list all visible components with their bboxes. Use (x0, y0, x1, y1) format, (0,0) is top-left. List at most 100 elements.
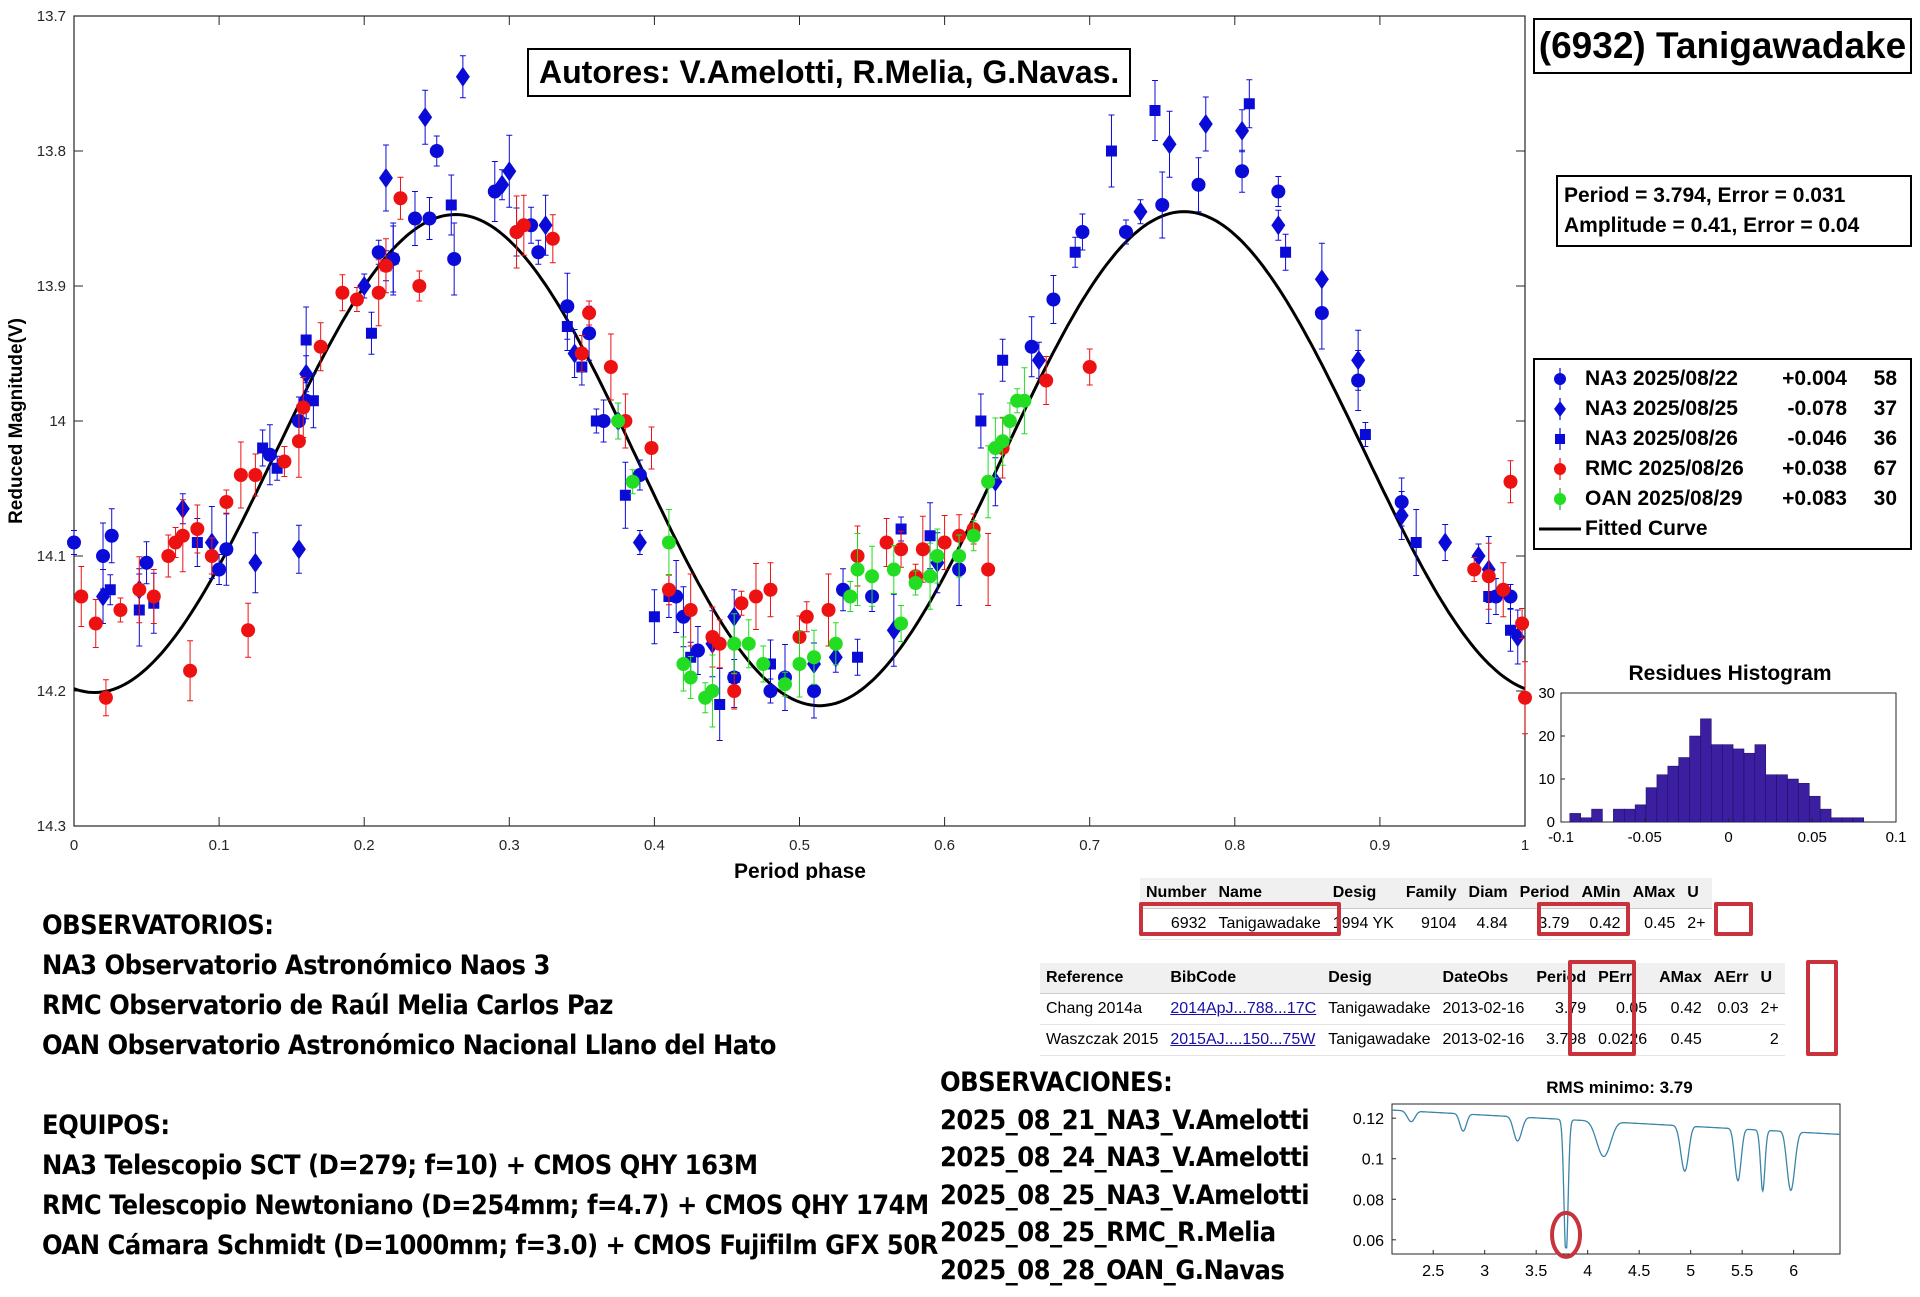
data-point-green (923, 569, 938, 584)
data-point-green (930, 549, 945, 563)
data-point-green (625, 474, 640, 489)
observation-line: 2025_08_25_RMC_R.Melia (940, 1217, 1276, 1248)
legend-row: NA3 2025/08/25 -0.078 37 (1535, 394, 1910, 424)
x-tick-label: 0.9 (1369, 837, 1390, 854)
data-point-square (714, 699, 726, 710)
hist-x-tick-label: -0.05 (1628, 829, 1662, 846)
y-tick-label: 13.8 (37, 143, 66, 160)
legend-label: NA3 2025/08/26 (1585, 427, 1738, 450)
observatories-block: OBSERVATORIOS: NA3 Observatorio Astronóm… (42, 906, 777, 1066)
authors-box: Autores: V.Amelotti, R.Melia, G.Navas. (527, 48, 1132, 97)
table-header: Desig (1322, 963, 1437, 994)
legend-label: RMC 2025/08/26 (1585, 457, 1744, 480)
data-point-square (590, 415, 602, 427)
x-tick-label: 0.7 (1079, 837, 1100, 854)
data-point-red (190, 522, 205, 536)
observatories-title: OBSERVATORIOS: (42, 910, 274, 941)
legend-label: Fitted Curve (1585, 517, 1708, 540)
data-point-red (915, 542, 930, 557)
data-point-diamond (1394, 505, 1409, 526)
table-cell: 2+ (1754, 993, 1785, 1025)
rms-curve (1392, 1109, 1840, 1249)
data-point-red (74, 589, 89, 604)
data-point-square (365, 327, 377, 339)
data-point-square (104, 584, 116, 596)
data-point-red (233, 468, 248, 482)
legend-offset: +0.083 (1782, 487, 1847, 510)
data-point-blue (531, 245, 546, 260)
histogram-title: Residues Histogram (1628, 662, 1832, 685)
data-point-red (88, 616, 103, 631)
histogram-bar (1787, 778, 1799, 823)
table-header: AMax (1626, 878, 1682, 909)
legend-marker-na3-0826 (1555, 428, 1565, 450)
data-point-diamond (455, 66, 470, 87)
y-tick-label: 14 (49, 413, 66, 430)
data-point-red (545, 231, 560, 246)
data-point-square (895, 523, 907, 535)
data-point-square (307, 395, 319, 407)
period-info-box: Period = 3.794, Error = 0.031 Amplitude … (1556, 175, 1912, 247)
table-header: Family (1399, 878, 1463, 909)
data-point-red (879, 535, 894, 550)
data-point-red (132, 582, 147, 597)
data-point-red (981, 562, 996, 577)
data-point-diamond (538, 215, 553, 236)
x-tick-label: 1 (1521, 837, 1529, 854)
data-point-diamond (1438, 532, 1453, 553)
data-point-green (886, 562, 901, 577)
equipment-block: EQUIPOS: NA3 Telescopio SCT (D=279; f=10… (42, 1106, 938, 1266)
observatory-line: RMC Observatorio de Raúl Melia Carlos Pa… (42, 990, 613, 1021)
data-point-blue (371, 245, 386, 260)
data-point-blue (407, 211, 422, 226)
histogram-bar (1819, 808, 1832, 823)
histogram-bar (1776, 774, 1788, 823)
data-point-green (741, 636, 756, 651)
data-point-red (175, 528, 190, 543)
legend-count: 67 (1873, 457, 1897, 480)
highlight-u-box (1714, 902, 1753, 936)
histogram-bar (1645, 787, 1658, 823)
data-point-green (777, 677, 792, 692)
data-point-diamond (1235, 120, 1250, 141)
hist-y-tick-label: 20 (1538, 728, 1555, 745)
data-point-square (1359, 429, 1371, 440)
data-point-diamond (495, 174, 510, 195)
data-point-green (1017, 393, 1032, 408)
data-point-red (277, 454, 292, 469)
data-point-square (1280, 246, 1292, 258)
hist-x-tick-label: -0.1 (1548, 829, 1574, 846)
data-point-diamond (502, 161, 517, 182)
y-tick-label: 14.1 (37, 548, 66, 565)
table-header: DateObs (1436, 963, 1531, 994)
legend-offset: -0.046 (1787, 427, 1847, 450)
data-point-red (412, 279, 427, 293)
x-tick-label: 0.5 (789, 837, 810, 854)
data-point-blue (807, 684, 822, 698)
table-header: AMax (1653, 963, 1708, 994)
bibcode-link[interactable]: 2014ApJ...788...17C (1170, 1000, 1317, 1017)
data-point-red (799, 609, 814, 624)
data-point-green (843, 589, 858, 604)
histogram-bar (1841, 817, 1854, 823)
rms-x-tick-label: 3 (1480, 1263, 1489, 1280)
data-point-diamond (291, 539, 306, 560)
data-point-red (1518, 690, 1532, 705)
data-point-red (291, 434, 306, 449)
data-point-blue (763, 684, 778, 698)
data-point-square (975, 415, 987, 427)
data-point-red (335, 285, 350, 300)
hist-x-tick-label: 0.05 (1798, 829, 1827, 846)
observation-line: 2025_08_25_NA3_V.Amelotti (940, 1179, 1310, 1211)
bibcode-link[interactable]: 2015AJ....150...75W (1170, 1031, 1316, 1048)
data-point-diamond (1133, 201, 1148, 222)
legend-offset: +0.038 (1782, 457, 1847, 480)
data-point-green (865, 569, 880, 584)
data-point-green (683, 670, 698, 685)
data-point-blue (429, 144, 444, 158)
table-cell: Waszczak 2015 (1040, 1024, 1165, 1056)
data-point-blue (139, 555, 154, 570)
equipment-line: RMC Telescopio Newtoniano (D=254mm; f=4.… (42, 1190, 929, 1221)
histogram-bar (1613, 808, 1625, 823)
table-cell: 3.798 (1530, 1024, 1593, 1056)
